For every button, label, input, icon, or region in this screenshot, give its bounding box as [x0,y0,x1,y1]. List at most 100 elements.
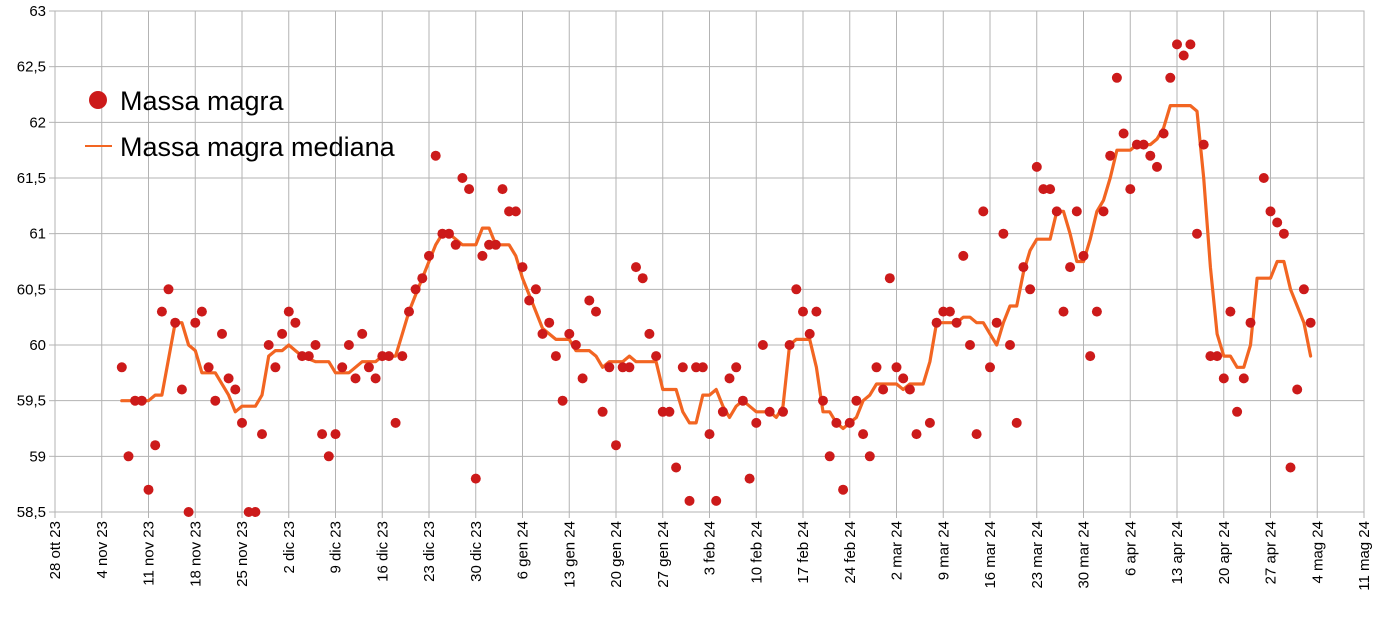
legend-label-massa-magra-mediana: Massa magra mediana [120,132,396,162]
data-point [223,373,234,384]
data-point [156,306,167,317]
data-point [116,362,127,373]
data-point [644,328,655,339]
x-tick-label: 20 gen 24 [608,521,625,588]
data-point [818,395,828,406]
data-point [1058,306,1069,317]
data-point [1292,384,1303,395]
data-point [143,484,154,495]
data-point [1085,351,1096,362]
data-point [971,429,982,440]
data-point [944,306,955,317]
data-point [1238,373,1249,384]
data-point [323,451,334,462]
data-point [490,239,501,250]
data-point [671,462,682,473]
x-tick-label: 11 nov 23 [141,521,158,586]
data-point [878,384,889,395]
data-point [958,250,969,261]
data-point [210,395,221,406]
y-tick-label: 59 [29,448,46,465]
x-tick-label: 30 mar 24 [1076,521,1093,589]
data-point [524,295,535,306]
data-point [697,362,708,373]
data-point [1178,50,1189,61]
y-tick-label: 58,5 [17,504,46,521]
data-point [1258,173,1269,183]
data-point [978,206,989,217]
data-point [1265,206,1276,217]
data-point [604,362,615,373]
legend-label-massa-magra: Massa magra [120,86,285,116]
data-point [557,395,568,406]
data-point [864,451,875,462]
data-point [1065,262,1076,273]
data-point [430,150,441,161]
data-point [791,284,802,295]
data-point [237,417,247,428]
data-point [517,262,528,273]
data-point [1005,340,1015,350]
x-tick-label: 6 apr 24 [1122,521,1139,576]
data-point [1285,462,1296,473]
data-point [404,306,414,317]
data-point [170,317,181,328]
y-tick-label: 61 [29,226,46,243]
data-point [924,417,935,428]
data-point [417,273,428,284]
data-point [951,317,962,328]
data-point [737,395,748,406]
data-point [1118,128,1129,139]
data-point [263,340,274,350]
data-point [651,351,662,362]
data-point [577,373,588,384]
data-point [283,306,294,317]
series-massa-magra [116,39,1316,517]
x-tick-label: 6 gen 24 [515,521,532,579]
data-point [357,328,368,339]
x-tick-label: 9 dic 23 [328,521,345,574]
y-tick-label: 60,5 [17,281,46,298]
data-point [424,250,434,261]
data-point [1305,317,1316,328]
data-point [1225,306,1236,317]
data-point [464,184,475,195]
data-point [1158,128,1169,139]
data-point [390,417,401,428]
x-tick-label: 20 apr 24 [1216,521,1233,584]
x-tick-label: 4 mag 24 [1309,521,1326,584]
data-point [1165,72,1176,83]
data-point [257,429,267,440]
data-point [891,362,902,373]
data-point [457,173,468,183]
data-point [717,406,728,417]
data-point [1232,406,1243,417]
data-point [123,451,134,462]
data-point [965,340,975,350]
data-point [858,429,869,440]
y-tick-label: 62 [29,114,46,131]
data-point [1105,150,1116,161]
data-point [624,362,635,373]
data-point [731,362,742,373]
data-point [844,417,855,428]
data-point [270,362,281,373]
x-tick-label: 4 nov 23 [94,521,111,579]
data-point [884,273,895,284]
data-point [1192,228,1202,239]
data-point [176,384,187,395]
data-point [497,184,508,195]
data-point [1125,184,1136,195]
data-point [317,429,328,440]
x-tick-label: 25 nov 23 [234,521,251,587]
x-axis: 28 ott 23 4 nov 23 11 nov 23 18 nov 23 25 no… [47,512,1373,591]
x-tick-label: 17 feb 24 [795,521,812,584]
data-point [1011,417,1022,428]
data-point [1045,184,1056,195]
x-tick-label: 13 apr 24 [1169,521,1186,584]
data-point [370,373,381,384]
data-point [751,417,762,428]
data-point [851,395,862,406]
data-point [1198,139,1209,150]
